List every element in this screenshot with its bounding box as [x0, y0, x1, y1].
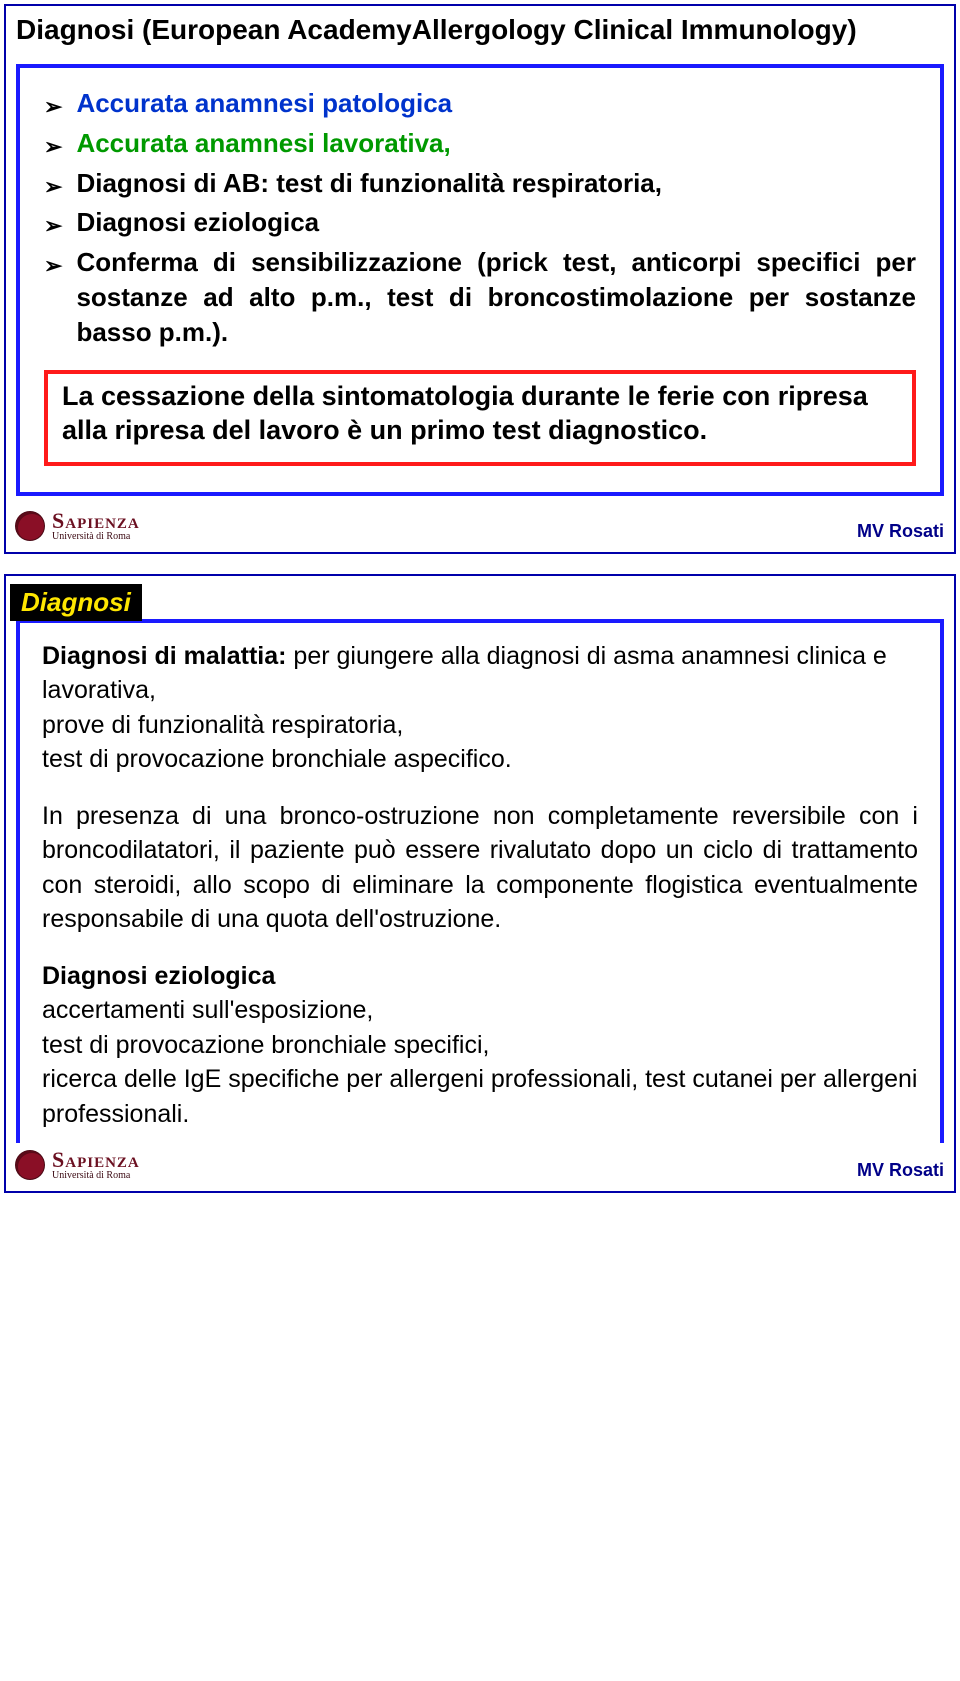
bullet-text: Diagnosi di AB: test di funzionalità res… [76, 166, 916, 201]
slide2-footer: Sapienza Università di Roma MV Rosati [16, 1149, 944, 1181]
slide-2: Diagnosi Diagnosi di malattia: per giung… [4, 574, 956, 1194]
section-title-wrap: Diagnosi [16, 584, 944, 621]
bullet-row: ➢ Accurata anamnesi patologica [44, 86, 916, 122]
bullet-row: ➢ Diagnosi eziologica [44, 205, 916, 241]
p3-lead: Diagnosi eziologica [42, 962, 275, 990]
logo-main: Sapienza [52, 510, 140, 532]
bullet-text: Accurata anamnesi patologica [76, 86, 916, 121]
arrow-icon: ➢ [44, 211, 62, 241]
bullet-text: Diagnosi eziologica [76, 205, 916, 240]
section-title: Diagnosi [10, 584, 142, 621]
arrow-icon: ➢ [44, 251, 62, 281]
slide1-blue-box: ➢ Accurata anamnesi patologica ➢ Accurat… [16, 64, 944, 496]
p3-rest: accertamenti sull'esposizione, test di p… [42, 996, 917, 1128]
bullet-row: ➢ Diagnosi di AB: test di funzionalità r… [44, 166, 916, 202]
logo-text: Sapienza Università di Roma [52, 1149, 140, 1181]
slide2-p3: Diagnosi eziologica accertamenti sull'es… [42, 959, 918, 1132]
arrow-icon: ➢ [44, 172, 62, 202]
bullet-text: Conferma di sensibilizzazione (prick tes… [76, 245, 916, 350]
slide2-p2: In presenza di una bronco-ostruzione non… [42, 799, 918, 937]
logo-text: Sapienza Università di Roma [52, 510, 140, 542]
sapienza-logo-icon [16, 512, 44, 540]
logo-main: Sapienza [52, 1149, 140, 1171]
arrow-icon: ➢ [44, 132, 62, 162]
slide1-footer: Sapienza Università di Roma MV Rosati [16, 510, 944, 542]
slide-1: Diagnosi (European AcademyAllergology Cl… [4, 4, 956, 554]
author-label: MV Rosati [857, 1160, 944, 1181]
logo-block: Sapienza Università di Roma [16, 1149, 140, 1181]
logo-sub: Università di Roma [52, 532, 140, 542]
slide2-body-box: Diagnosi di malattia: per giungere alla … [16, 619, 944, 1144]
slide2-p1: Diagnosi di malattia: per giungere alla … [42, 639, 918, 777]
bullet-text: Accurata anamnesi lavorativa, [76, 126, 916, 161]
logo-block: Sapienza Università di Roma [16, 510, 140, 542]
author-label: MV Rosati [857, 521, 944, 542]
slide1-red-box: La cessazione della sintomatologia duran… [44, 370, 916, 466]
bullet-row: ➢ Conferma di sensibilizzazione (prick t… [44, 245, 916, 350]
p1-lead: Diagnosi di malattia: [42, 642, 286, 670]
arrow-icon: ➢ [44, 92, 62, 122]
logo-sub: Università di Roma [52, 1171, 140, 1181]
sapienza-logo-icon [16, 1151, 44, 1179]
bullet-row: ➢ Accurata anamnesi lavorativa, [44, 126, 916, 162]
slide1-title: Diagnosi (European AcademyAllergology Cl… [16, 14, 944, 46]
